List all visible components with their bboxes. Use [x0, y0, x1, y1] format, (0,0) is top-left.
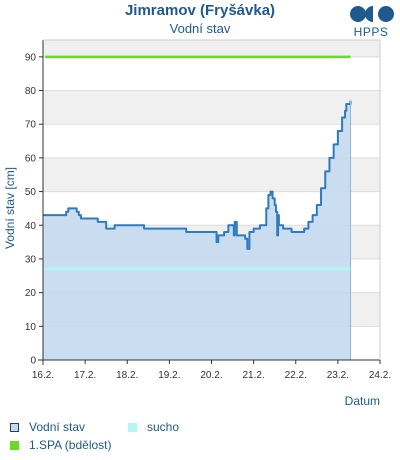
y-tick-label: 70 [25, 120, 37, 131]
x-axis-label: Datum [345, 394, 380, 408]
logo-circle-right [378, 6, 394, 22]
legend-swatch-spa1 [10, 440, 19, 450]
legend-item-sucho: sucho [128, 420, 179, 434]
x-tick-labels: 16.2. 17.2. 18.2. 19.2. 20.2. 21.2. 22.2. 23.2.… [32, 360, 391, 381]
x-tick-label: 19.2. [158, 370, 180, 381]
y-tick-label: 20 [25, 288, 37, 299]
x-tick-label: 24.2. [369, 370, 391, 381]
legend: Vodní stav sucho 1.SPA (bdělost) [8, 420, 398, 456]
grid-band [43, 90, 380, 125]
axes [38, 39, 381, 365]
y-tick-label: 50 [25, 187, 37, 198]
chart-subtitle: Vodní stav [169, 21, 231, 36]
grid-band [43, 157, 380, 192]
x-tick-label: 21.2. [243, 370, 265, 381]
legend-item-vodni-stav: Vodní stav [10, 420, 85, 434]
series-area-vodni-stav [43, 100, 351, 360]
legend-label-spa1: 1.SPA (bdělost) [29, 438, 112, 452]
x-tick-label: 20.2. [200, 370, 222, 381]
legend-swatch-sucho [128, 422, 137, 432]
logo-half-circle [365, 6, 373, 22]
water-level-chart: 0 10 20 30 40 50 60 70 80 90 16.2. 17.2. 18.2. 19.2.… [3, 39, 391, 408]
x-tick-label: 18.2. [116, 370, 138, 381]
logo-text: HPPS [353, 25, 389, 39]
y-tick-label: 10 [25, 322, 37, 333]
legend-label-vodni-stav: Vodní stav [29, 420, 86, 434]
x-tick-label: 22.2. [285, 370, 307, 381]
y-tick-label: 40 [25, 221, 37, 232]
logo-circle-left [350, 6, 366, 22]
x-tick-label: 16.2. [32, 370, 54, 381]
grid-band [43, 40, 380, 57]
chart-title: Jimramov (Fryšávka) [124, 2, 276, 19]
hpps-logo [350, 6, 394, 22]
legend-item-spa1: 1.SPA (bdělost) [10, 438, 112, 452]
legend-swatch-vodni-stav [10, 422, 19, 432]
y-tick-label: 80 [25, 86, 37, 97]
y-tick-label: 0 [30, 356, 36, 367]
y-axis-label: Vodní stav [cm] [3, 167, 17, 249]
series-layer [43, 100, 352, 360]
y-tick-label: 30 [25, 254, 37, 265]
y-tick-labels: 0 10 20 30 40 50 60 70 80 90 [25, 52, 43, 367]
threshold-lines [43, 55, 351, 271]
x-tick-label: 17.2. [74, 370, 96, 381]
x-tick-label: 23.2. [327, 370, 349, 381]
y-tick-label: 60 [25, 153, 37, 164]
legend-label-sucho: sucho [147, 420, 180, 434]
series-line-vodni-stav [43, 100, 352, 250]
y-tick-label: 90 [25, 52, 37, 63]
